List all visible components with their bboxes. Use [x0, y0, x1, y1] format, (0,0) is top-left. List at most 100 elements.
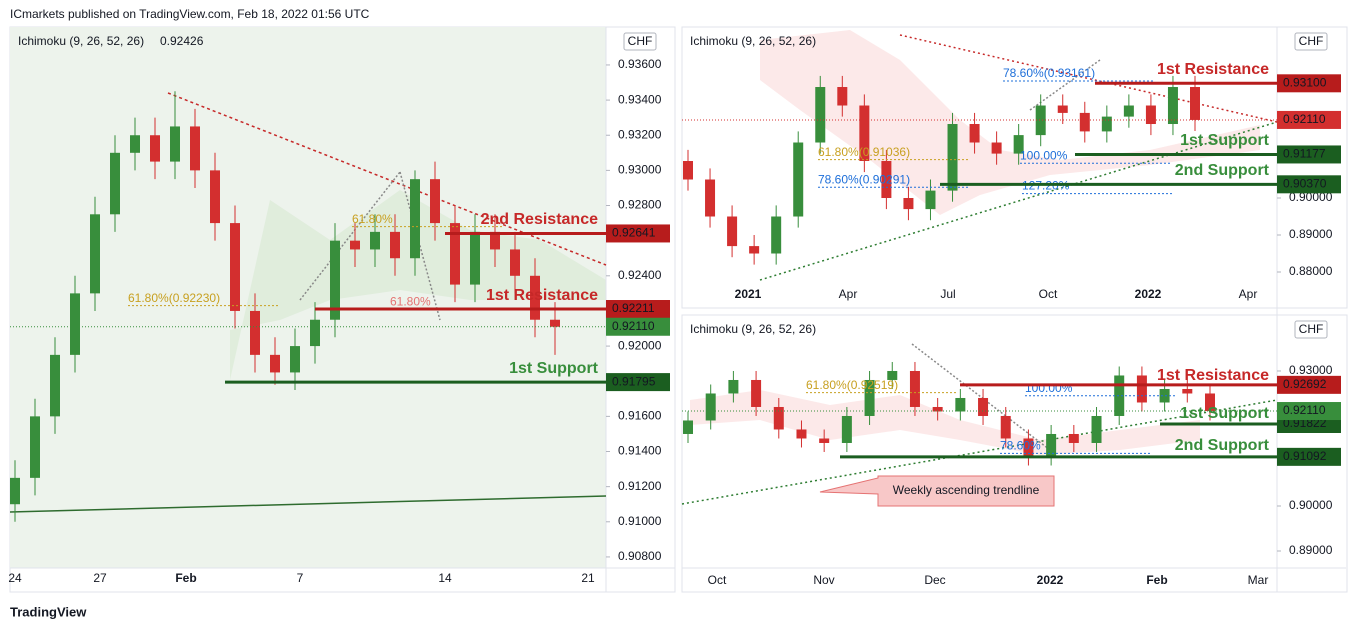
- x-tick-label: Mar: [1248, 573, 1269, 587]
- level-label: 2nd Resistance: [481, 211, 598, 228]
- price-tag: [1277, 74, 1341, 93]
- candle-body: [130, 135, 140, 153]
- level-label: 1st Resistance: [1157, 61, 1269, 78]
- candle-body: [1114, 375, 1125, 416]
- candle-body: [749, 246, 760, 254]
- y-tick-label: 0.91600: [618, 409, 662, 423]
- candle-body: [1000, 415, 1011, 439]
- fib-label: 100.00%: [1020, 148, 1068, 162]
- last-price-label: 0.92110: [1283, 112, 1326, 126]
- y-tick-label: 0.88000: [1289, 264, 1333, 278]
- indicator-value: 0.92426: [160, 34, 204, 48]
- candle-body: [881, 161, 892, 199]
- candle-body: [150, 135, 160, 162]
- y-tick-label: 0.89000: [1289, 543, 1333, 557]
- candle-body: [330, 240, 340, 320]
- x-tick-label: Apr: [839, 287, 858, 301]
- currency-label: CHF: [1299, 322, 1324, 336]
- candle-body: [969, 124, 980, 143]
- candle-body: [1035, 105, 1046, 136]
- x-tick-label: Oct: [708, 573, 727, 587]
- candle-body: [793, 142, 804, 217]
- level-label: 1st Support: [509, 360, 599, 377]
- price-tag: [606, 224, 670, 243]
- y-tick-label: 0.93000: [618, 163, 662, 177]
- y-tick-label: 0.91000: [618, 514, 662, 528]
- x-tick-label: 2022: [1135, 287, 1162, 301]
- candle-body: [70, 293, 80, 355]
- candle-body: [705, 179, 716, 217]
- y-tick-label: 0.90000: [1289, 190, 1333, 204]
- candle-body: [859, 105, 870, 162]
- x-tick-label: 2021: [735, 287, 762, 301]
- level-label: 1st Resistance: [486, 287, 598, 304]
- x-tick-label: 24: [8, 571, 22, 585]
- candle-body: [510, 249, 520, 276]
- price-tag: [1277, 447, 1341, 466]
- candle-body: [815, 87, 826, 143]
- annotation: Weekly ascending trendline: [893, 483, 1040, 497]
- candle-body: [796, 429, 807, 439]
- candle-body: [771, 216, 782, 254]
- candle-body: [947, 124, 958, 191]
- level-label: 1st Support: [1180, 132, 1270, 149]
- candle-body: [250, 310, 260, 355]
- x-tick-label: Feb: [1146, 573, 1167, 587]
- candle-body: [1057, 105, 1068, 113]
- candle-body: [90, 214, 100, 294]
- candle-body: [1159, 388, 1170, 403]
- candle-body: [1205, 393, 1215, 412]
- candle-body: [955, 397, 966, 412]
- candle-body: [683, 420, 693, 434]
- candle-body: [925, 190, 936, 210]
- currency-box: [623, 32, 657, 51]
- x-tick-label: Jul: [940, 287, 955, 301]
- trendline: [167, 92, 607, 266]
- candle-body: [210, 170, 220, 224]
- ichimoku-cloud: [230, 190, 606, 380]
- y-tick-label: 0.91400: [618, 444, 662, 458]
- x-tick-label: Oct: [1039, 287, 1058, 301]
- candle-body: [410, 179, 420, 259]
- y-tick-label: 0.93400: [618, 92, 662, 106]
- y-tick-label: 0.92400: [618, 268, 662, 282]
- y-tick-label: 0.91200: [618, 479, 662, 493]
- x-tick-label: Feb: [175, 571, 196, 585]
- candle-body: [1013, 135, 1024, 154]
- candle-body: [10, 477, 20, 505]
- fib-label: 78.60%: [1000, 439, 1041, 453]
- candle-body: [932, 406, 943, 412]
- currency-label: CHF: [1299, 34, 1324, 48]
- y-tick-label: 0.93000: [1289, 363, 1333, 377]
- price-tag: [606, 300, 670, 319]
- fib-label: 61.80%: [390, 294, 431, 308]
- price-tag-label: 0.91092: [1283, 449, 1327, 463]
- candle-body: [864, 379, 875, 416]
- trendline: [681, 399, 1278, 505]
- candle-body: [1091, 415, 1102, 443]
- level-label: 2nd Support: [1175, 437, 1270, 454]
- footer-logo: TradingView: [10, 604, 87, 619]
- currency-label: CHF: [628, 34, 653, 48]
- trendline: [299, 171, 401, 301]
- candle-body: [909, 370, 920, 407]
- candle-body: [978, 397, 989, 416]
- last-price-label: 0.92110: [1283, 403, 1326, 417]
- candle-body: [1023, 438, 1034, 457]
- fib-label: 100.00%: [1025, 381, 1073, 395]
- candle-body: [728, 379, 739, 394]
- currency-box: [1294, 32, 1328, 51]
- y-tick-label: 0.90000: [1289, 498, 1333, 512]
- level-label: 1st Support: [1180, 405, 1270, 422]
- candle-body: [1182, 388, 1193, 394]
- x-tick-label: 14: [438, 571, 452, 585]
- candle-body: [110, 152, 120, 215]
- x-tick-label: 27: [93, 571, 107, 585]
- candle-body: [1079, 112, 1090, 132]
- candle-body: [490, 231, 500, 250]
- candle-body: [350, 240, 360, 250]
- y-tick-label: 0.92800: [618, 198, 662, 212]
- candle-body: [270, 354, 280, 373]
- y-tick-label: 0.90800: [618, 549, 662, 563]
